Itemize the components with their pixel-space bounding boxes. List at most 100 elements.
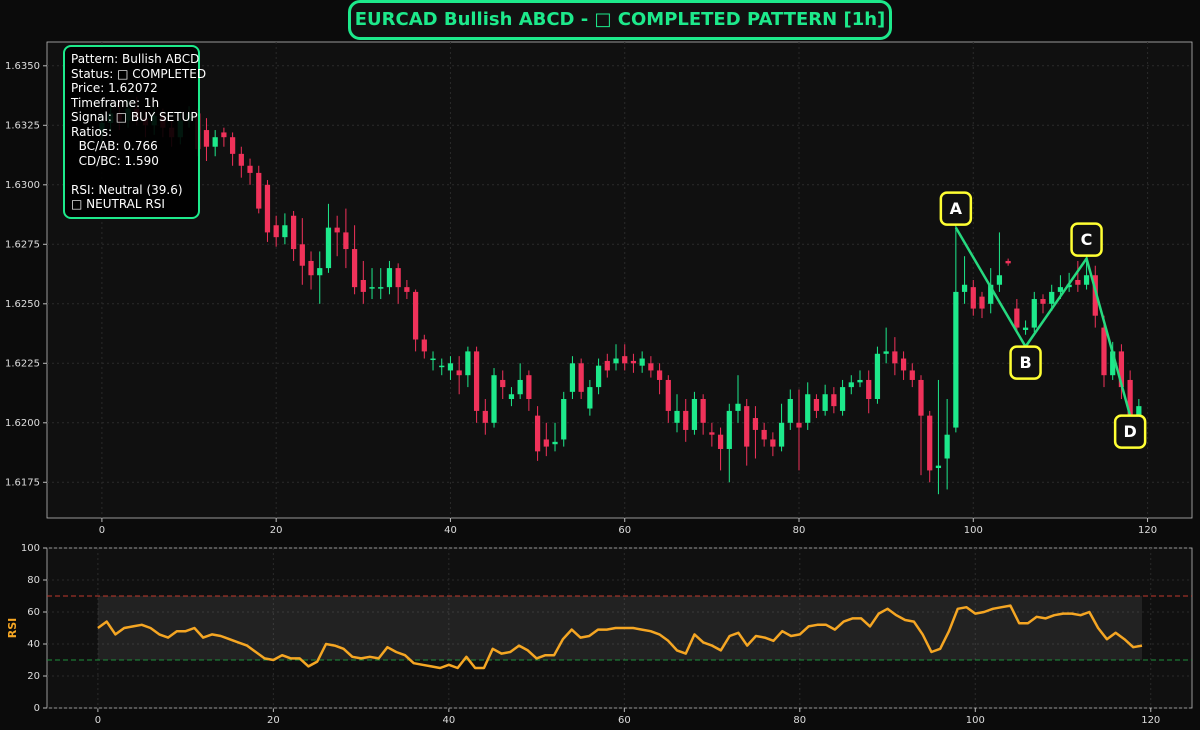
candle-body: [500, 379, 506, 388]
info-line: Status: □ COMPLETED: [71, 66, 207, 81]
candle-body: [378, 287, 384, 289]
candle-body: [665, 379, 671, 411]
candle-body: [430, 358, 436, 361]
x-tick-label: 40: [442, 715, 455, 726]
candle-body: [700, 399, 706, 423]
candle-body: [308, 260, 314, 276]
point-label-box: [1070, 222, 1103, 257]
y-axis-label: RSI: [6, 618, 19, 639]
candle-body: [1057, 287, 1064, 292]
candle-body: [273, 225, 279, 238]
candle-body: [953, 291, 959, 428]
candle-body: [822, 394, 828, 411]
candle-body: [386, 268, 393, 288]
candle-body: [1066, 284, 1072, 288]
candle-body: [456, 370, 462, 376]
candle-body: [1127, 379, 1133, 423]
candle-body: [787, 399, 793, 423]
candle-body: [944, 434, 950, 459]
candle-body: [1031, 299, 1037, 328]
candle-body: [988, 284, 994, 304]
candle-body: [970, 287, 976, 309]
candle-body: [587, 387, 593, 409]
candle-body: [578, 363, 584, 392]
candle-body: [778, 422, 785, 447]
candle-body: [508, 394, 515, 399]
candle-body: [203, 130, 210, 147]
x-tick-label: 100: [966, 715, 985, 726]
candle-body: [761, 429, 767, 440]
candle-body: [1005, 260, 1011, 264]
candle-body: [229, 137, 236, 154]
candle-body: [805, 394, 811, 423]
candle-body: [491, 375, 497, 423]
candle-body: [534, 415, 541, 452]
candle-body: [604, 360, 610, 371]
candle-body: [1118, 351, 1125, 388]
y-tick-label: 1.6175: [5, 477, 40, 488]
point-label-box: [939, 191, 973, 226]
y-tick-label: 1.6225: [5, 358, 40, 369]
info-line: BC/AB: 0.766: [71, 139, 158, 153]
candle-body: [630, 360, 637, 364]
candle-body: [717, 434, 724, 449]
candle-body: [439, 365, 445, 368]
candle-body: [561, 399, 567, 440]
candle-body: [299, 244, 305, 266]
candle-body: [735, 403, 741, 411]
candle-body: [979, 296, 985, 309]
candle-body: [264, 184, 271, 233]
candle-body: [648, 363, 654, 371]
candle-body: [866, 379, 872, 399]
candle-body: [1092, 275, 1098, 316]
candle-body: [691, 399, 698, 430]
point-label: C: [1081, 230, 1093, 249]
info-line: Pattern: Bullish ABCD: [71, 52, 200, 66]
candle-body: [613, 358, 619, 364]
candle-body: [744, 406, 750, 447]
x-tick-label: 0: [95, 715, 101, 726]
x-tick-label: 60: [618, 715, 631, 726]
candle-body: [1075, 280, 1081, 285]
candle-body: [848, 382, 854, 388]
candle-body: [482, 410, 488, 423]
candle-body: [1022, 327, 1029, 330]
x-tick-label: 120: [1141, 715, 1160, 726]
candle-body: [526, 375, 532, 399]
candle-body: [569, 363, 576, 392]
pattern-line: [954, 227, 1132, 416]
candle-body: [395, 268, 401, 288]
candle-body: [282, 225, 288, 238]
info-line: CD/BC: 1.590: [71, 153, 159, 168]
candle-body: [622, 356, 628, 364]
point-label: B: [1019, 353, 1031, 372]
candle-body: [796, 422, 802, 428]
candle-body: [247, 165, 253, 173]
candle-body: [412, 291, 419, 340]
candle-body: [543, 439, 549, 447]
info-line: Timeframe: 1h: [71, 95, 160, 110]
candle-body: [918, 379, 924, 416]
y-tick-label: 0: [34, 703, 40, 714]
candle-body: [325, 227, 332, 269]
candle-body: [1040, 299, 1046, 304]
candle-body: [256, 172, 262, 209]
candle-body: [883, 351, 889, 354]
candle-body: [1110, 351, 1116, 376]
y-tick-label: 40: [27, 639, 40, 650]
candle-body: [857, 379, 863, 383]
info-line: Price: 1.62072: [71, 81, 158, 95]
candle-body: [517, 379, 523, 395]
x-tick-label: 80: [793, 525, 806, 536]
candle-body: [465, 351, 471, 376]
y-tick-label: 1.6275: [5, 239, 40, 250]
x-tick-label: 0: [99, 525, 105, 536]
candle-body: [839, 387, 846, 411]
y-tick-label: 1.6325: [5, 120, 40, 131]
rsi-line: [97, 604, 1143, 670]
candle-body: [343, 232, 349, 250]
x-tick-label: 60: [618, 525, 631, 536]
candle-body: [726, 410, 732, 449]
x-tick-label: 80: [793, 715, 806, 726]
